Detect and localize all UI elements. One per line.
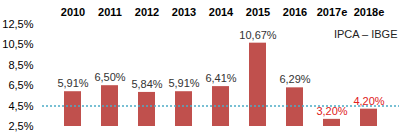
- svg-text:10,67%: 10,67%: [239, 29, 277, 41]
- svg-text:2018e: 2018e: [354, 6, 385, 18]
- svg-text:3,20%: 3,20%: [316, 105, 347, 117]
- svg-text:2015: 2015: [246, 6, 270, 18]
- svg-text:IPCA – IBGE: IPCA – IBGE: [334, 28, 398, 40]
- svg-text:2,5%: 2,5%: [8, 120, 33, 132]
- svg-text:2012: 2012: [135, 6, 159, 18]
- svg-text:6,50%: 6,50%: [94, 71, 125, 83]
- svg-text:2017e: 2017e: [317, 6, 348, 18]
- svg-text:2010: 2010: [61, 6, 85, 18]
- svg-text:2011: 2011: [98, 6, 122, 18]
- svg-text:2013: 2013: [172, 6, 196, 18]
- svg-text:4,5%: 4,5%: [8, 100, 33, 112]
- svg-text:6,41%: 6,41%: [205, 72, 236, 84]
- svg-text:5,91%: 5,91%: [168, 77, 199, 89]
- svg-text:12,5%: 12,5%: [2, 18, 33, 30]
- svg-text:5,84%: 5,84%: [131, 78, 162, 90]
- svg-text:10,5%: 10,5%: [2, 38, 33, 50]
- svg-text:8,5%: 8,5%: [8, 59, 33, 71]
- svg-text:4,20%: 4,20%: [353, 95, 384, 107]
- svg-text:5,91%: 5,91%: [57, 77, 88, 89]
- svg-text:6,29%: 6,29%: [279, 73, 310, 85]
- svg-text:2016: 2016: [283, 6, 307, 18]
- svg-text:6,5%: 6,5%: [8, 79, 33, 91]
- svg-text:2014: 2014: [209, 6, 234, 18]
